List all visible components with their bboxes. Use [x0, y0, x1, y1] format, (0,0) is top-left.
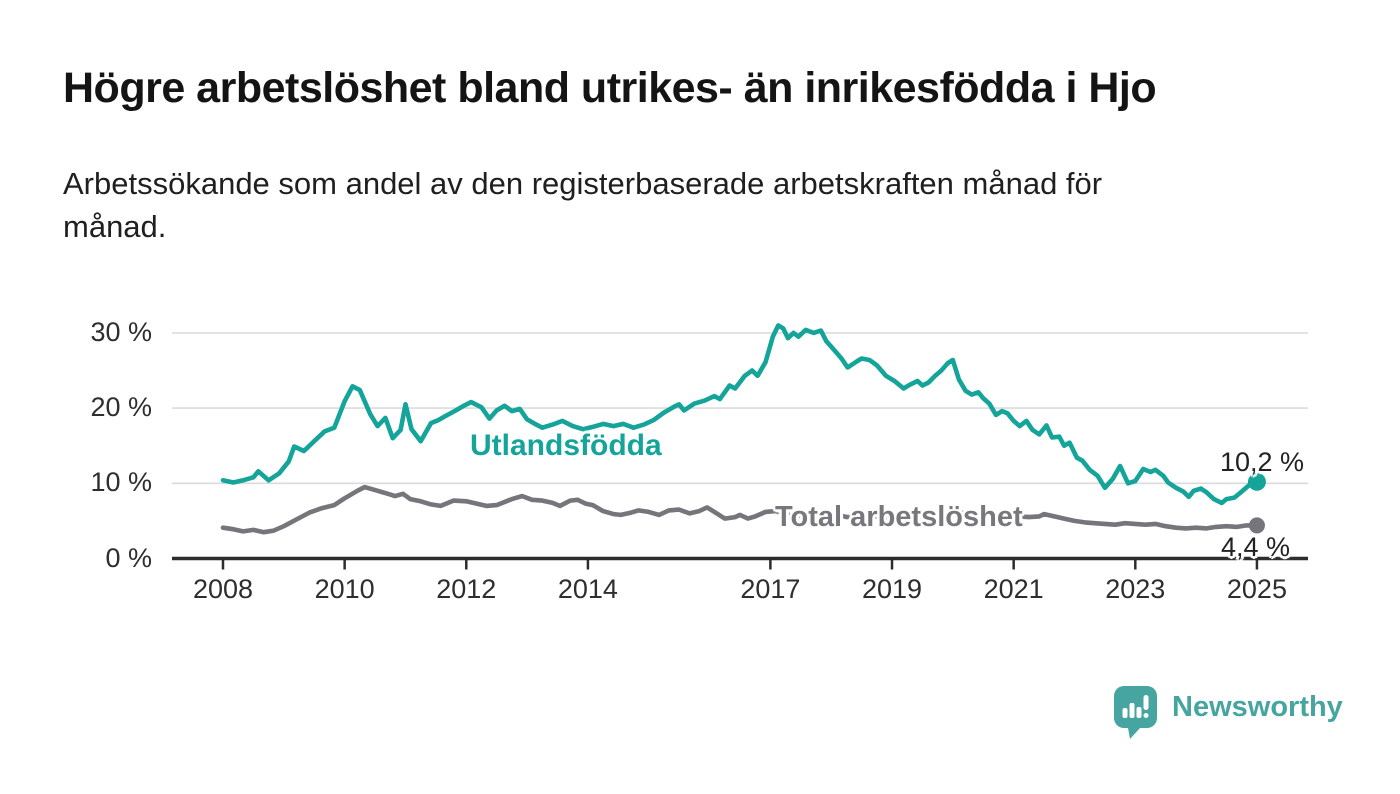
- series-label-utlandsfodda: Utlandsfödda: [470, 429, 662, 462]
- x-axis-label-2017: 2017: [740, 574, 801, 604]
- y-axis-label-10: 10 %: [90, 467, 152, 498]
- newsworthy-logo: Newsworthy: [1114, 686, 1343, 740]
- logo-bars-icon: [1122, 695, 1149, 718]
- data-line-total-arbetsloshet: [220, 484, 1260, 535]
- newsworthy-wordmark: Newsworthy: [1172, 691, 1343, 723]
- x-axis-label-2023: 2023: [1105, 574, 1166, 604]
- page-title: Högre arbetslöshet bland utrikes- än inr…: [63, 64, 1157, 112]
- data-line-utlandsfodda: [220, 323, 1260, 506]
- end-value-label-utlandsfodda: 10,2 %: [1219, 447, 1304, 477]
- chart-subtitle-line2: månad.: [63, 208, 167, 244]
- chart-subtitle-line1: Arbetssökande som andel av den registerb…: [63, 166, 1103, 201]
- x-axis-label-2014: 2014: [557, 574, 618, 604]
- newsworthy-logo-icon: [1114, 686, 1157, 739]
- x-axis-label-2021: 2021: [983, 574, 1044, 604]
- chart-subtitle: Arbetssökande som andel av den registerb…: [63, 163, 1283, 249]
- x-axis-label-2008: 2008: [192, 574, 254, 604]
- y-axis-label-30: 30 %: [90, 316, 152, 347]
- series-label-total-arbetsloshet: Total arbetslöshet: [775, 501, 1023, 533]
- x-axis-label-2025: 2025: [1226, 574, 1287, 604]
- x-axis-label-2010: 2010: [314, 574, 375, 604]
- y-axis-label-0: 0 %: [105, 542, 152, 573]
- end-dot-total-arbetsloshet: [1248, 517, 1265, 534]
- end-value-label-total: 4,4 %: [1220, 532, 1290, 562]
- x-axis-label-2019: 2019: [861, 574, 923, 604]
- y-axis-label-20: 20 %: [90, 392, 152, 423]
- end-dot-utlandsfodda: [1247, 472, 1266, 491]
- x-axis-label-2012: 2012: [436, 574, 497, 604]
